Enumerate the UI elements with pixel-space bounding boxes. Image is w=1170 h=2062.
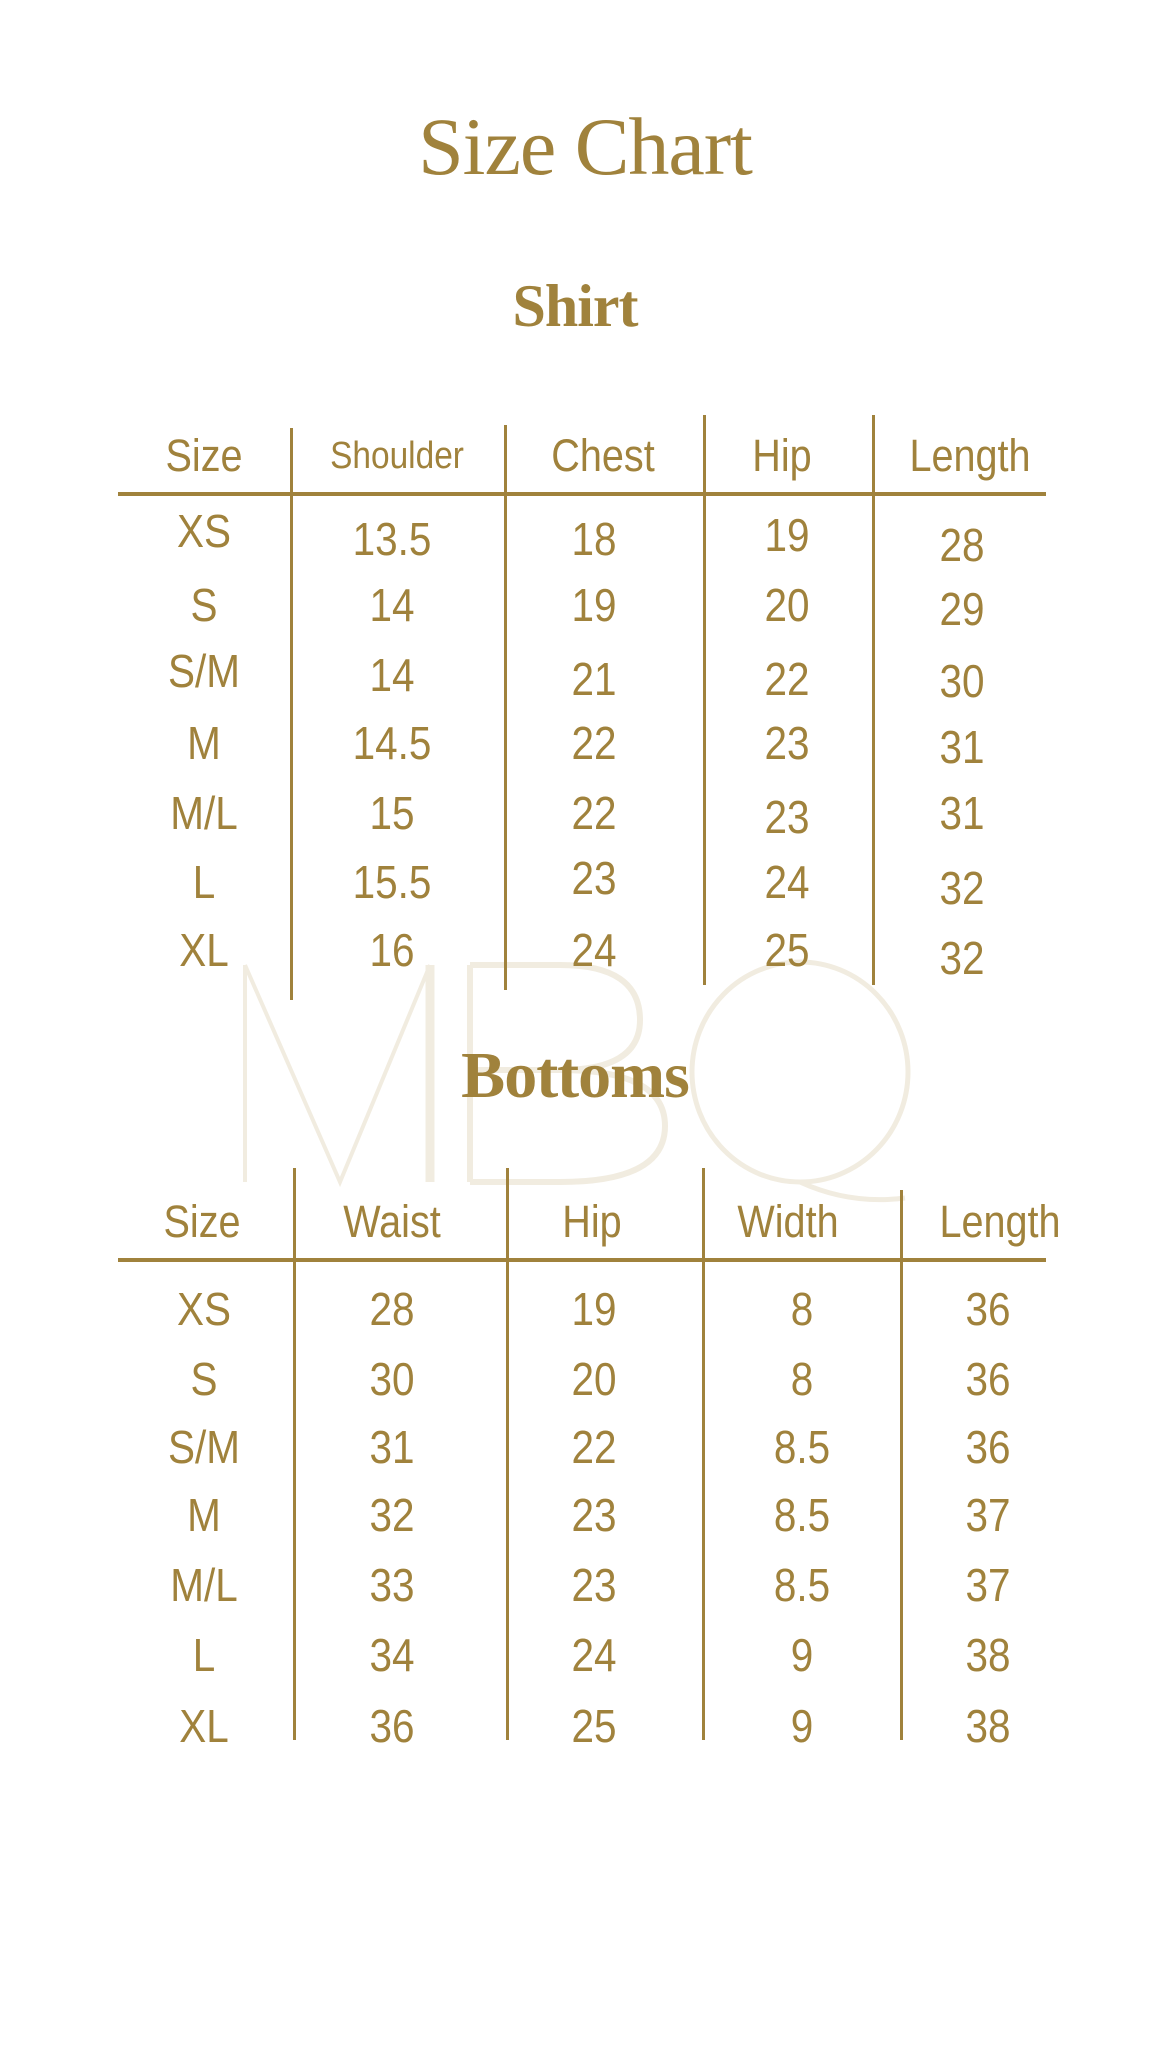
size-label: S/M xyxy=(168,645,240,697)
measurement-value: 14 xyxy=(369,579,415,631)
header-divider xyxy=(118,1258,1046,1262)
measurement-value: 22 xyxy=(571,787,617,839)
column-header: Size xyxy=(163,1196,241,1247)
column-divider xyxy=(872,415,875,985)
measurement-value: 32 xyxy=(369,1489,415,1541)
measurement-value: 30 xyxy=(369,1353,415,1405)
column-divider xyxy=(900,1190,903,1740)
measurement-value: 20 xyxy=(571,1353,617,1405)
measurement-value: 38 xyxy=(965,1700,1011,1752)
measurement-value: 33 xyxy=(369,1559,415,1611)
measurement-value: 23 xyxy=(571,1489,617,1541)
column-header: Length xyxy=(939,1196,1061,1247)
size-label: XL xyxy=(179,924,229,976)
size-label: XS xyxy=(176,505,232,557)
measurement-value: 23 xyxy=(764,717,810,769)
measurement-value: 21 xyxy=(571,653,617,705)
measurement-value: 36 xyxy=(369,1700,415,1752)
measurement-value: 34 xyxy=(369,1629,415,1681)
measurement-value: 22 xyxy=(571,1421,617,1473)
measurement-value: 24 xyxy=(571,1629,617,1681)
measurement-value: 28 xyxy=(939,519,985,571)
size-label: S xyxy=(190,579,218,631)
size-label: M xyxy=(187,717,221,769)
size-label: M xyxy=(187,1489,221,1541)
measurement-value: 29 xyxy=(939,583,985,635)
measurement-value: 38 xyxy=(965,1629,1011,1681)
measurement-value: 22 xyxy=(764,653,810,705)
column-header: Hip xyxy=(752,430,812,481)
measurement-value: 24 xyxy=(571,924,617,976)
measurement-value: 8.5 xyxy=(773,1421,831,1473)
size-label: XL xyxy=(179,1700,229,1752)
column-header: Chest xyxy=(551,430,655,481)
measurement-value: 20 xyxy=(764,579,810,631)
column-header: Hip xyxy=(562,1196,622,1247)
measurement-value: 31 xyxy=(939,787,985,839)
size-label: S xyxy=(190,1353,218,1405)
column-divider xyxy=(290,428,293,1000)
measurement-value: 8 xyxy=(790,1283,814,1335)
measurement-value: 23 xyxy=(571,852,617,904)
size-label: S/M xyxy=(168,1421,240,1473)
measurement-value: 22 xyxy=(571,717,617,769)
column-divider xyxy=(703,415,706,985)
measurement-value: 32 xyxy=(939,932,985,984)
measurement-value: 37 xyxy=(965,1559,1011,1611)
measurement-value: 31 xyxy=(939,721,985,773)
measurement-value: 28 xyxy=(369,1283,415,1335)
measurement-value: 36 xyxy=(965,1353,1011,1405)
measurement-value: 30 xyxy=(939,655,985,707)
measurement-value: 19 xyxy=(571,1283,617,1335)
bottoms-section-title: Bottoms xyxy=(461,1039,690,1112)
measurement-value: 15.5 xyxy=(352,856,432,908)
measurement-value: 9 xyxy=(790,1629,814,1681)
column-header: Waist xyxy=(343,1196,441,1247)
measurement-value: 37 xyxy=(965,1489,1011,1541)
column-divider xyxy=(504,425,507,990)
shirt-section-title: Shirt xyxy=(512,273,638,339)
measurement-value: 19 xyxy=(764,509,810,561)
measurement-value: 25 xyxy=(571,1700,617,1752)
measurement-value: 31 xyxy=(369,1421,415,1473)
measurement-value: 36 xyxy=(965,1421,1011,1473)
measurement-value: 25 xyxy=(764,924,810,976)
size-label: XS xyxy=(176,1283,232,1335)
measurement-value: 9 xyxy=(790,1700,814,1752)
measurement-value: 13.5 xyxy=(352,513,432,565)
measurement-value: 23 xyxy=(764,791,810,843)
measurement-value: 15 xyxy=(369,787,415,839)
column-header: Width xyxy=(737,1196,839,1247)
measurement-value: 18 xyxy=(571,513,617,565)
measurement-value: 36 xyxy=(965,1283,1011,1335)
measurement-value: 8 xyxy=(790,1353,814,1405)
measurement-value: 23 xyxy=(571,1559,617,1611)
column-divider xyxy=(702,1168,705,1740)
measurement-value: 14.5 xyxy=(352,717,432,769)
page-title: Size Chart xyxy=(418,101,753,192)
size-label: L xyxy=(192,1629,216,1681)
measurement-value: 8.5 xyxy=(773,1489,831,1541)
header-divider xyxy=(118,492,1046,496)
size-label: M/L xyxy=(170,787,238,839)
size-label: L xyxy=(192,856,216,908)
column-divider xyxy=(293,1168,296,1740)
measurement-value: 16 xyxy=(369,924,415,976)
column-header: Length xyxy=(909,430,1031,481)
measurement-value: 8.5 xyxy=(773,1559,831,1611)
column-header: Size xyxy=(165,430,243,481)
column-divider xyxy=(506,1168,509,1740)
column-header: Shoulder xyxy=(330,435,464,477)
measurement-value: 19 xyxy=(571,579,617,631)
measurement-value: 14 xyxy=(369,649,415,701)
measurement-value: 24 xyxy=(764,856,810,908)
measurement-value: 32 xyxy=(939,862,985,914)
size-label: M/L xyxy=(170,1559,238,1611)
